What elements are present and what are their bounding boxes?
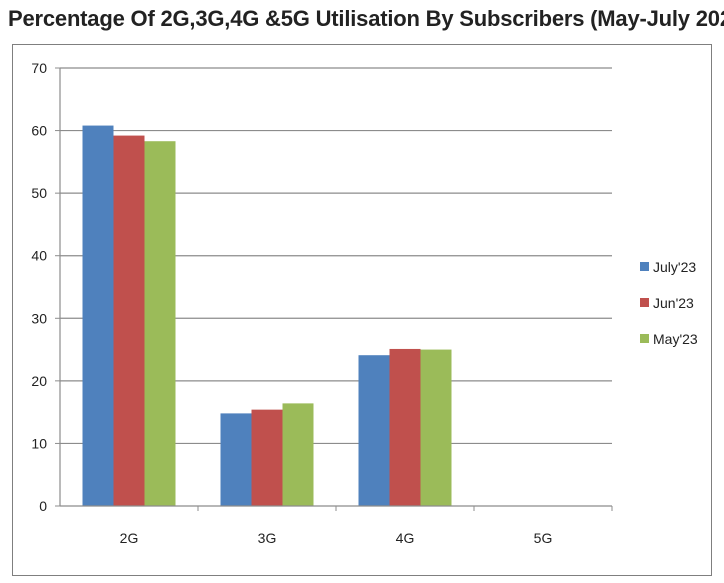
x-category-label-3G: 3G <box>258 530 277 546</box>
bars <box>82 125 452 507</box>
bar-4G-May'23 <box>420 349 452 506</box>
x-category-label-4G: 4G <box>396 530 415 546</box>
legend-label: July'23 <box>653 259 696 275</box>
y-tick-label: 20 <box>31 373 47 389</box>
y-tick-label: 10 <box>31 435 47 451</box>
bar-4G-July'23 <box>358 355 390 506</box>
legend-swatch-July'23 <box>640 262 649 271</box>
y-tick-label: 60 <box>31 123 47 139</box>
bar-3G-Jun'23 <box>251 409 283 506</box>
legend-label: Jun'23 <box>653 295 694 311</box>
legend: July'23 Jun'23 May'23 <box>640 259 698 347</box>
y-axis-ticks: 0 10 20 30 40 50 60 70 <box>31 60 60 514</box>
bar-2G-Jun'23 <box>113 135 145 506</box>
y-tick-label: 50 <box>31 185 47 201</box>
legend-label: May'23 <box>653 331 698 347</box>
legend-swatch-May'23 <box>640 334 649 343</box>
y-tick-label: 70 <box>31 60 47 76</box>
bar-3G-May'23 <box>282 403 314 506</box>
y-tick-label: 40 <box>31 248 47 264</box>
x-axis-categories: 2G 3G 4G 5G <box>120 506 613 546</box>
chart-title: Percentage Of 2G,3G,4G &5G Utilisation B… <box>8 6 724 31</box>
x-category-label-2G: 2G <box>120 530 139 546</box>
x-category-label-5G: 5G <box>534 530 553 546</box>
bar-4G-Jun'23 <box>389 348 421 506</box>
y-tick-label: 0 <box>39 498 47 514</box>
y-tick-label: 30 <box>31 310 47 326</box>
bar-2G-May'23 <box>144 141 176 507</box>
bar-3G-July'23 <box>220 413 252 506</box>
bar-2G-July'23 <box>82 125 114 507</box>
legend-swatch-Jun'23 <box>640 298 649 307</box>
